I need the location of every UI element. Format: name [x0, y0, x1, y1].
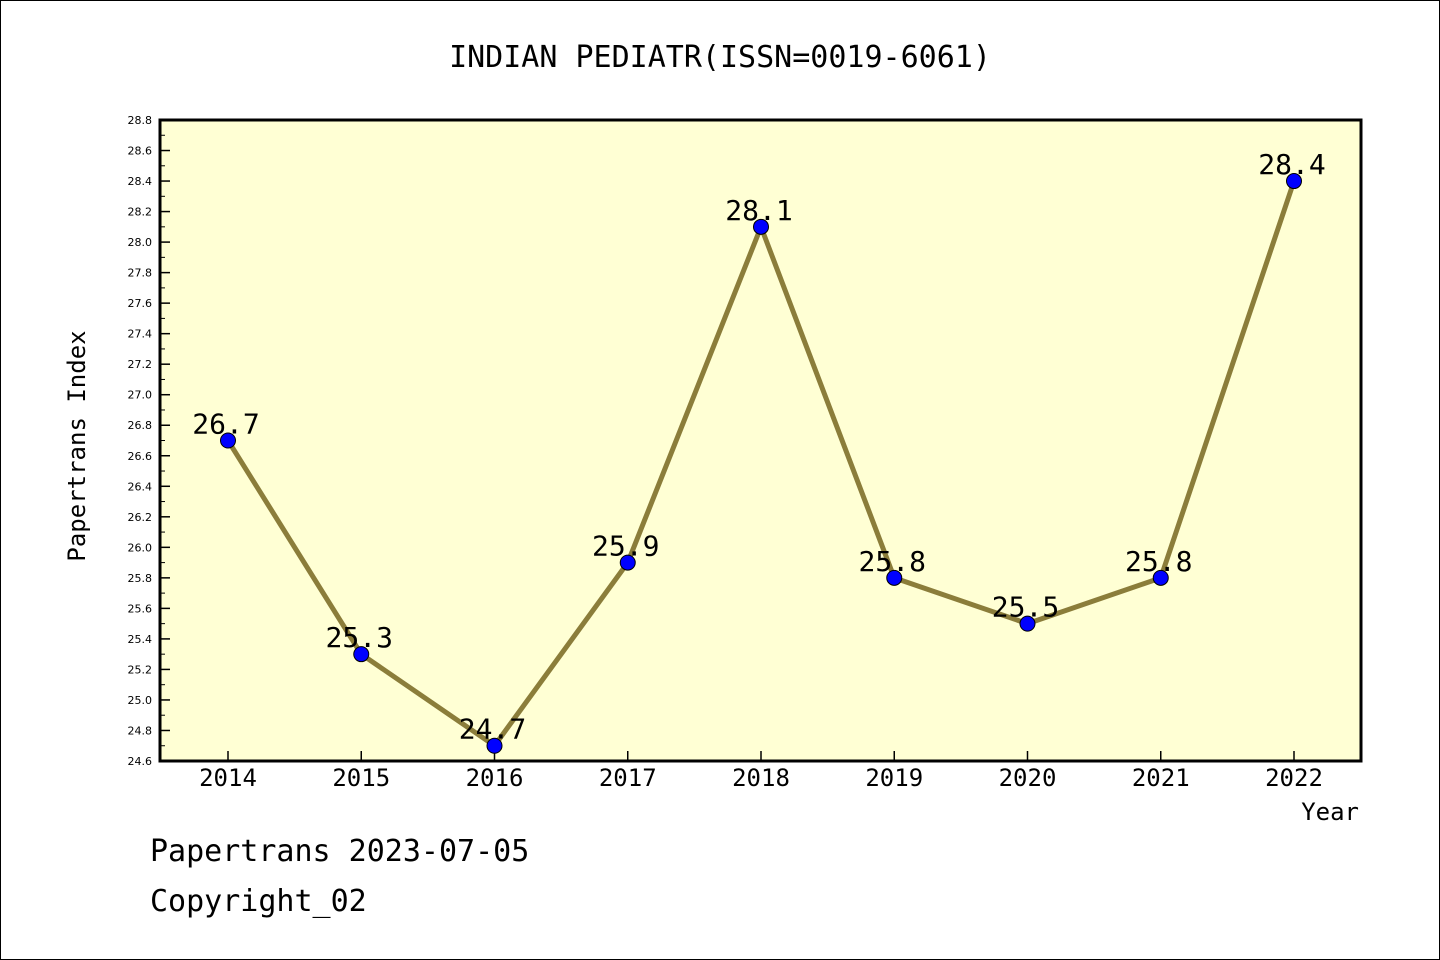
data-label: 25.3	[326, 621, 393, 654]
y-tick-label: 27.0	[128, 389, 153, 402]
data-point	[353, 646, 370, 663]
x-axis: 2014 2015 2016 2017 2018 2019 2020 2021 2022	[199, 751, 1323, 792]
data-label: 25.8	[859, 545, 926, 578]
data-point	[753, 218, 769, 235]
x-tick-label: 2021	[1132, 764, 1190, 792]
y-axis-label: Papertrans Index	[63, 330, 91, 561]
footer-copyright: Copyright_02	[150, 884, 367, 919]
data-label: 28.4	[1258, 148, 1325, 181]
y-tick-label: 27.6	[128, 297, 153, 310]
y-tick-label: 26.2	[128, 511, 153, 524]
data-label: 26.7	[192, 408, 259, 441]
y-tick-label: 27.8	[128, 267, 153, 280]
y-axis: 24.6 24.8 25.0 25.2 25.4 25.6 25.8 26.0 26.2 26.4…	[128, 114, 170, 768]
data-label: 25.9	[592, 530, 659, 563]
data-label: 24.7	[459, 713, 526, 746]
y-tick-label: 26.4	[128, 480, 153, 493]
y-tick-label: 25.6	[128, 602, 153, 615]
y-tick-label: 24.8	[128, 724, 153, 737]
chart-title: INDIAN PEDIATR(ISSN=0019-6061)	[449, 40, 991, 75]
x-tick-label: 2016	[466, 764, 524, 792]
data-point	[1152, 569, 1169, 586]
x-tick-label: 2018	[732, 764, 790, 792]
x-tick-label: 2022	[1265, 764, 1323, 792]
y-tick-label: 26.8	[128, 419, 153, 432]
series-group: 26.7 25.3 24.7 25.9 28.1 25.8 25.5 25.8 28.4	[192, 148, 1326, 754]
data-label: 25.8	[1125, 545, 1192, 578]
data-point	[1019, 615, 1036, 632]
x-tick-label: 2020	[999, 764, 1057, 792]
footer-date: Papertrans 2023-07-05	[150, 834, 530, 869]
y-tick-label: 28.2	[128, 206, 153, 219]
y-tick-label: 26.0	[128, 541, 153, 554]
x-tick-label: 2017	[599, 764, 657, 792]
y-tick-label: 25.8	[128, 572, 153, 585]
y-tick-label: 28.8	[128, 114, 153, 127]
y-tick-label: 28.6	[128, 145, 153, 158]
y-tick-label: 28.4	[128, 175, 153, 188]
x-tick-label: 2014	[199, 764, 257, 792]
data-point	[220, 432, 236, 449]
y-tick-label: 25.2	[128, 663, 153, 676]
y-tick-label: 27.4	[128, 328, 153, 341]
data-point	[1286, 173, 1302, 190]
y-tick-label: 28.0	[128, 236, 153, 249]
y-tick-label: 24.6	[128, 755, 153, 768]
data-point	[486, 737, 503, 754]
data-label: 25.5	[992, 591, 1059, 624]
y-tick-label: 26.6	[128, 450, 153, 463]
y-tick-label: 25.0	[128, 694, 153, 707]
y-tick-label: 25.4	[128, 633, 153, 646]
x-axis-label: Year	[1301, 798, 1359, 826]
x-tick-label: 2019	[865, 764, 923, 792]
y-tick-label: 27.2	[128, 358, 153, 371]
x-tick-label: 2015	[332, 764, 390, 792]
data-point	[619, 554, 636, 571]
data-point	[886, 569, 903, 586]
data-label: 28.1	[725, 194, 792, 227]
